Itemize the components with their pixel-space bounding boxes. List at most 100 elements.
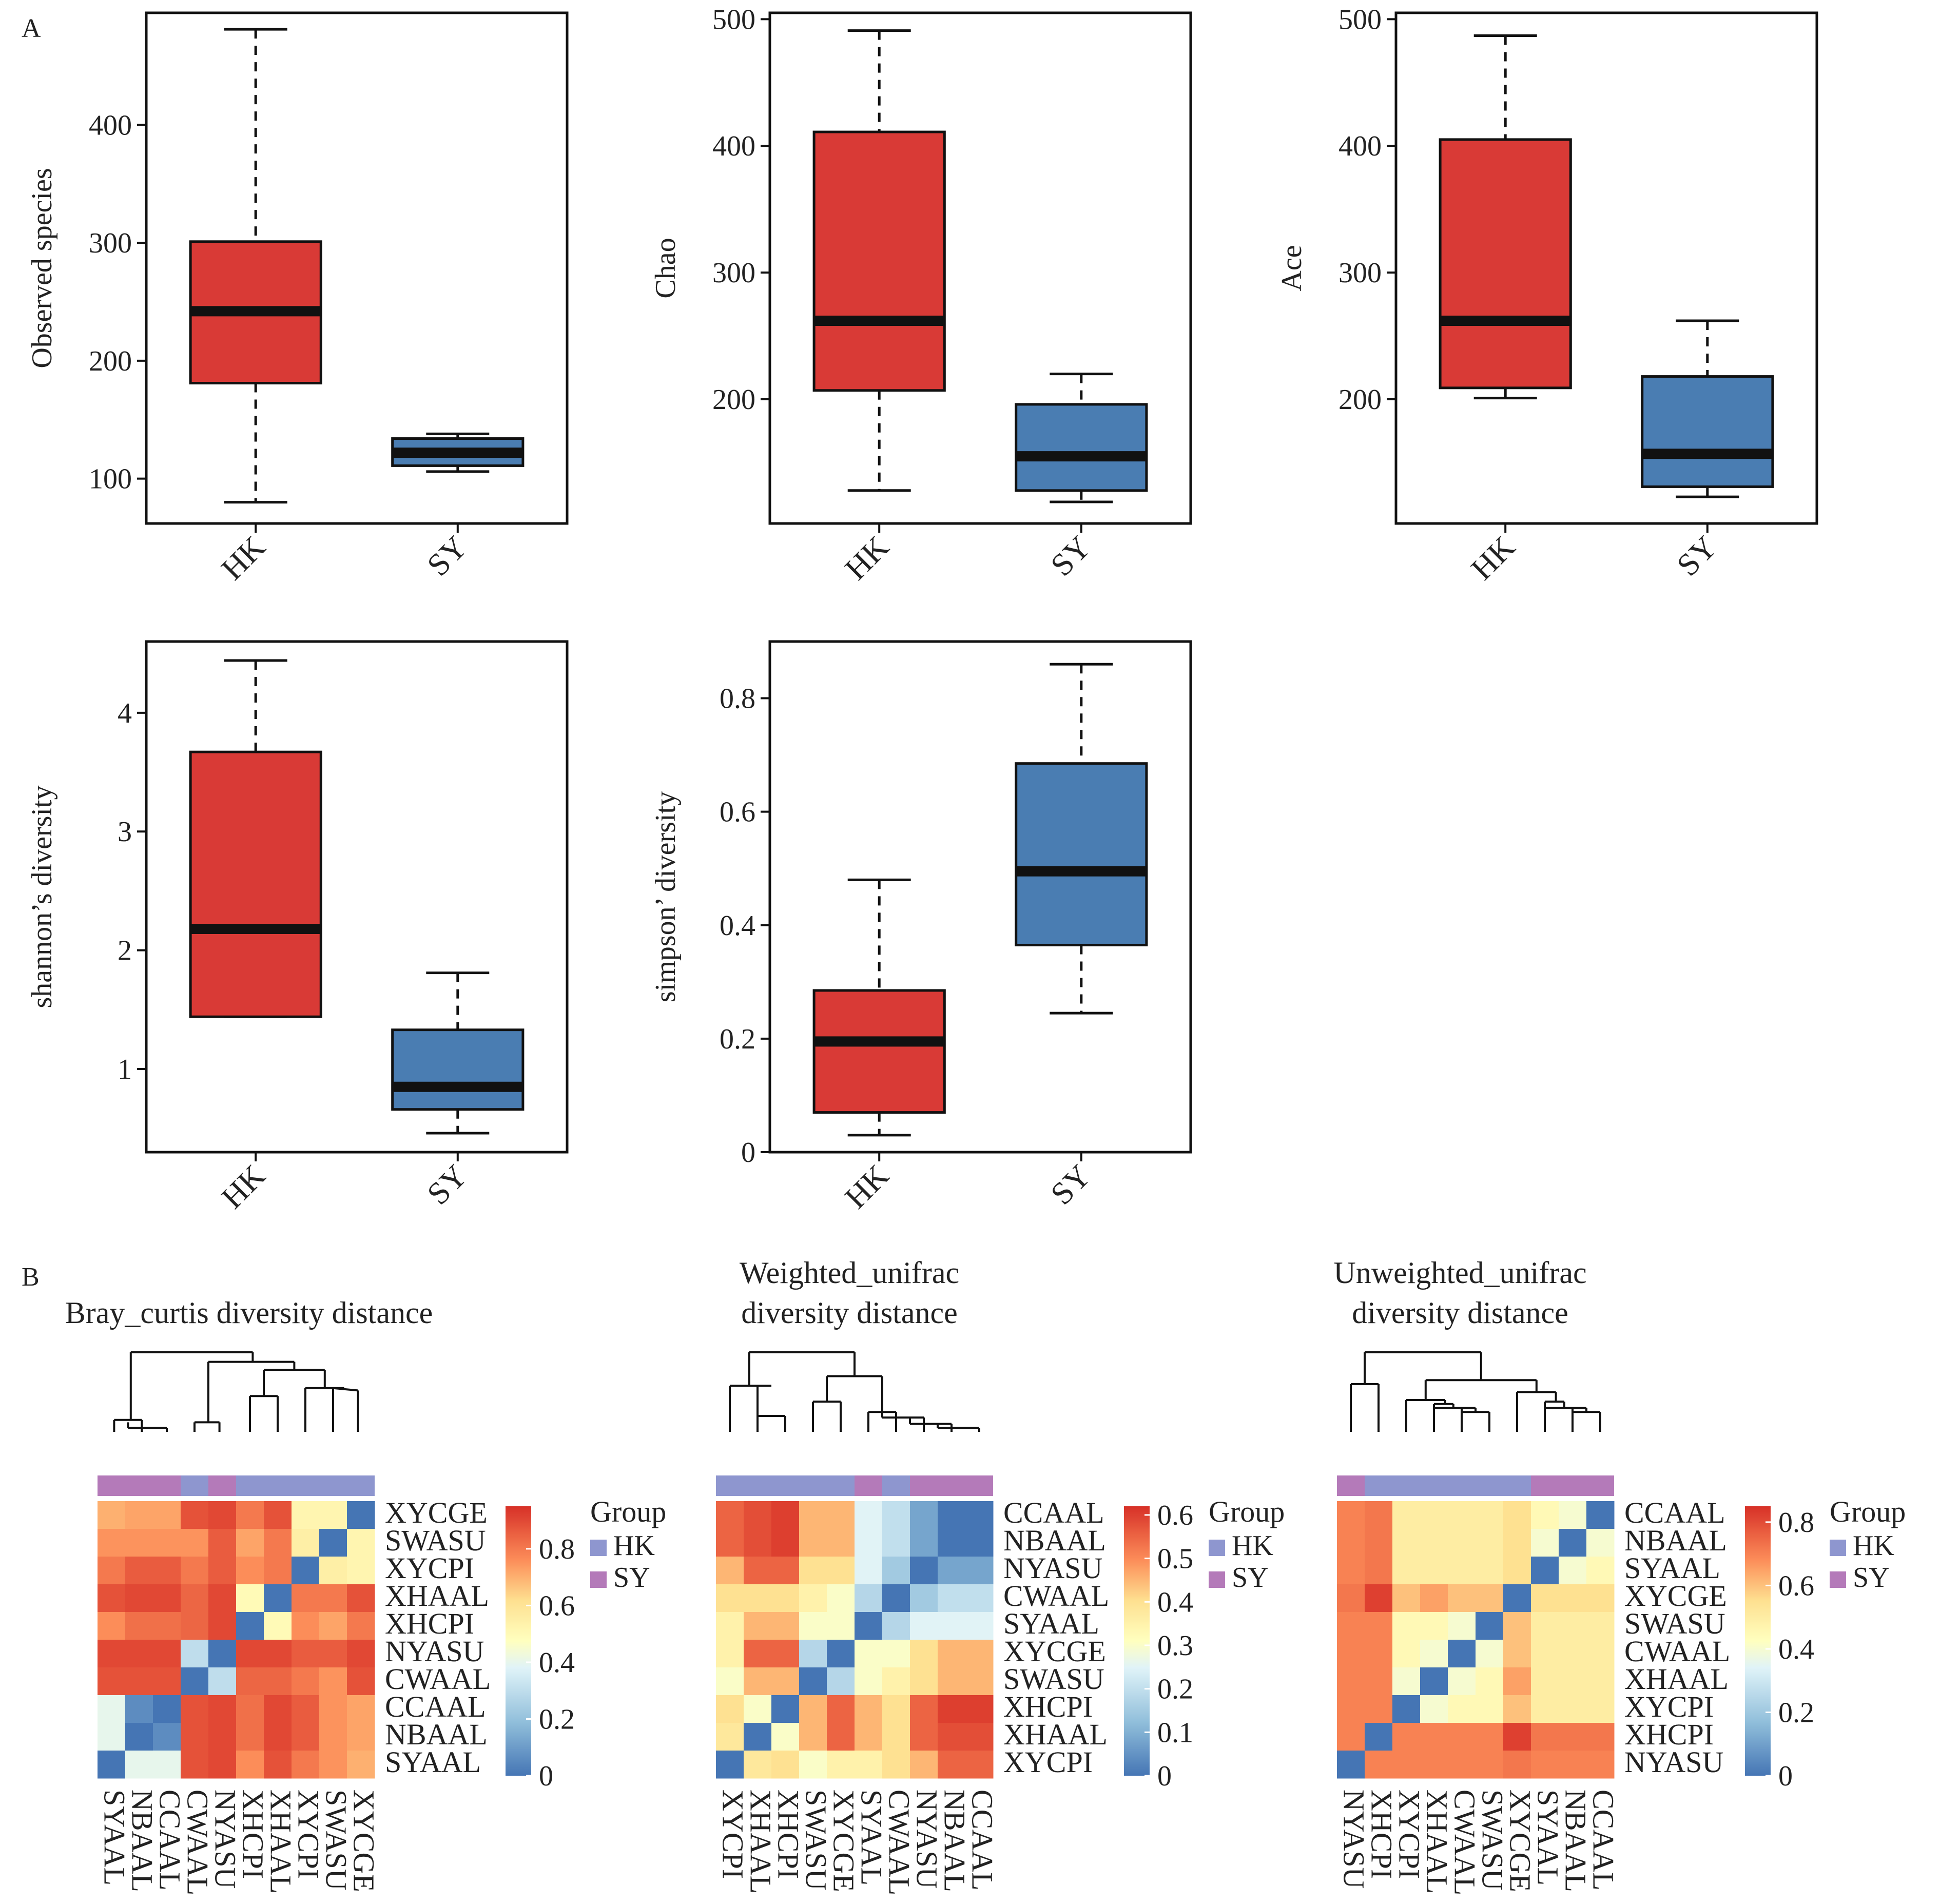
row-label-xycpi: XYCPI — [1003, 1745, 1093, 1779]
heatmap-cell — [827, 1612, 855, 1640]
colorbar-tick-label: 0.2 — [1778, 1697, 1814, 1728]
heatmap-cell — [1392, 1612, 1421, 1640]
row-label-nyasu: NYASU — [1003, 1551, 1102, 1585]
group-bar-cell-hk — [882, 1475, 910, 1496]
y-tick-label: 0.6 — [720, 796, 755, 828]
heatmap-cell — [910, 1751, 938, 1779]
heatmap-cell — [125, 1612, 153, 1640]
col-label-cwaal: CWAAL — [181, 1790, 215, 1895]
heatmap-cell — [855, 1640, 883, 1668]
legend-swatch-sy — [590, 1571, 607, 1588]
heatmap-cell — [1365, 1695, 1393, 1723]
heatmap-cell — [1420, 1529, 1448, 1557]
heatmap-cell — [938, 1584, 966, 1612]
heatmap-cell — [1337, 1584, 1365, 1612]
col-label-ccaal: CCAAL — [153, 1790, 187, 1891]
dendrogram — [1350, 1351, 1601, 1432]
y-axis-title: Observed species — [26, 168, 58, 368]
col-label-xhaal: XHAAL — [1421, 1790, 1454, 1894]
row-label-xhaal: XHAAL — [1003, 1718, 1108, 1751]
colorbar — [1745, 1506, 1771, 1776]
heatmap-cell — [1476, 1584, 1504, 1612]
heatmap-cell — [1476, 1612, 1504, 1640]
box-sy — [391, 432, 525, 473]
heatmap-cell — [1392, 1723, 1421, 1751]
heatmap-1: Bray_curtis diversity distanceXYCGESWASU… — [65, 1296, 666, 1895]
col-label-nbaal: NBAAL — [1559, 1790, 1593, 1892]
heatmap-cell — [347, 1584, 375, 1612]
heatmap-cell — [1476, 1667, 1504, 1696]
box-hk — [1439, 34, 1572, 400]
heatmap-cell — [125, 1723, 153, 1751]
group-bar-cell-sy — [98, 1475, 125, 1496]
heatmap-cell — [1531, 1557, 1559, 1585]
heatmap-cell — [827, 1723, 855, 1751]
legend-label-sy: SY — [613, 1562, 650, 1594]
group-bar-cell-hk — [319, 1475, 347, 1496]
group-bar-cell-hk — [292, 1475, 319, 1496]
heatmap-cell — [1503, 1557, 1531, 1585]
heatmap-cell — [292, 1723, 320, 1751]
heatmap-cell — [1586, 1695, 1615, 1723]
row-label-xhcpi: XHCPI — [1003, 1690, 1093, 1723]
group-bar-cell-sy — [910, 1475, 938, 1496]
heatmap-cell — [181, 1612, 209, 1640]
heatmap-cell — [208, 1695, 237, 1723]
y-tick-label: 100 — [89, 463, 132, 495]
row-label-cwaal: CWAAL — [1003, 1579, 1109, 1612]
heatmap-cell — [855, 1751, 883, 1779]
heatmap-cell — [153, 1612, 181, 1640]
heatmap-cell — [744, 1529, 772, 1557]
heatmap-cell — [1586, 1667, 1615, 1696]
dendrogram — [729, 1351, 980, 1432]
heatmap-cell — [98, 1695, 126, 1723]
heatmap-cell — [347, 1557, 375, 1585]
heatmap-cell — [1559, 1695, 1587, 1723]
heatmap-cell — [1503, 1612, 1531, 1640]
box-iqr — [1015, 762, 1148, 946]
heatmap-cell — [292, 1529, 320, 1557]
heatmap-cell — [855, 1584, 883, 1612]
heatmap-cell — [153, 1557, 181, 1585]
heatmap-cell — [771, 1557, 800, 1585]
heatmap-cell — [855, 1529, 883, 1557]
heatmap-cell — [1448, 1529, 1476, 1557]
heatmap-cell — [965, 1584, 994, 1612]
group-bar-cell-hk — [716, 1475, 744, 1496]
heatmap-cell — [236, 1667, 264, 1696]
heatmap-cell — [264, 1584, 292, 1612]
heatmap-cell — [98, 1751, 126, 1779]
heatmap-cell — [938, 1501, 966, 1529]
heatmap-cell — [855, 1557, 883, 1585]
colorbar-tick-label: 0.6 — [1778, 1570, 1814, 1602]
heatmap-cell — [1365, 1667, 1393, 1696]
row-label-nyasu: NYASU — [1624, 1745, 1723, 1779]
heatmap-cell — [771, 1584, 800, 1612]
box-iqr — [189, 750, 322, 1018]
heatmap-cell — [771, 1667, 800, 1696]
heatmap-cell — [319, 1529, 347, 1557]
heatmap-cell — [827, 1640, 855, 1668]
heatmap-cell — [319, 1667, 347, 1696]
heatmap-cell — [347, 1723, 375, 1751]
heatmap-cell — [799, 1612, 827, 1640]
heatmap-cell — [1559, 1557, 1587, 1585]
heatmap-cell — [965, 1612, 994, 1640]
heatmap-cell — [98, 1529, 126, 1557]
y-axis-title: Ace — [1276, 245, 1308, 291]
colorbar-tick-label: 0.4 — [1157, 1586, 1193, 1618]
heatmap-cell — [1476, 1695, 1504, 1723]
heatmap-cell — [1365, 1501, 1393, 1529]
heatmap-cell — [771, 1501, 800, 1529]
group-bar-cell-sy — [1559, 1475, 1586, 1496]
heatmap-cell — [125, 1695, 153, 1723]
y-tick-label: 300 — [1338, 257, 1382, 289]
heatmap-cell — [744, 1501, 772, 1529]
panel-label-b: B — [22, 1262, 40, 1292]
heatmap-cell — [236, 1695, 264, 1723]
heatmap-cell — [181, 1584, 209, 1612]
legend-title: Group — [1830, 1495, 1906, 1528]
y-tick-label: 0 — [741, 1137, 755, 1169]
heatmap-cell — [1559, 1640, 1587, 1668]
